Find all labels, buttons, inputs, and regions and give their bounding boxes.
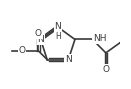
Text: N: N	[65, 55, 72, 64]
Text: O: O	[18, 46, 26, 55]
Text: O: O	[35, 29, 42, 38]
Text: O: O	[102, 65, 109, 74]
Text: NH: NH	[93, 34, 107, 43]
Text: N: N	[54, 23, 61, 32]
Text: N: N	[37, 35, 44, 44]
Text: H: H	[55, 32, 61, 41]
